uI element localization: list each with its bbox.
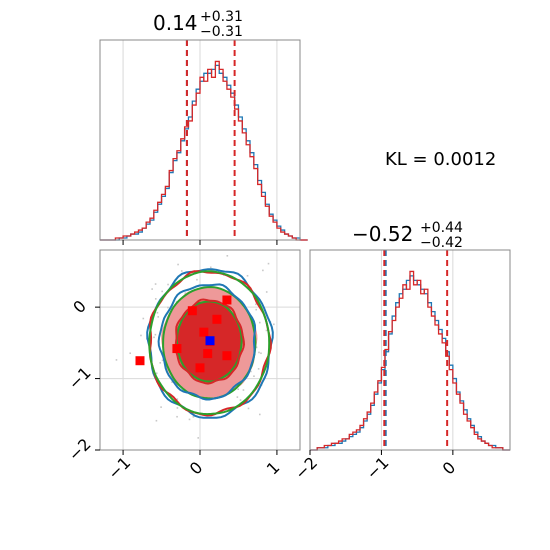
background-sample-point bbox=[154, 333, 157, 336]
x-tick-label: −2 bbox=[291, 453, 321, 483]
background-sample-point bbox=[155, 419, 158, 422]
right-marginal-histogram: −2 −1 0 bbox=[291, 249, 511, 483]
background-sample-point bbox=[142, 317, 145, 320]
background-sample-point bbox=[184, 292, 187, 294]
background-sample-point bbox=[176, 415, 178, 418]
x-tick-label: −1 bbox=[104, 453, 134, 483]
red-histogram-series bbox=[310, 270, 510, 451]
red-contour-line bbox=[174, 298, 246, 385]
background-sample-point bbox=[259, 413, 261, 416]
background-sample-point bbox=[315, 342, 317, 344]
right-title-sup: +0.44 bbox=[420, 220, 463, 236]
blue-histogram-series bbox=[310, 275, 510, 451]
green-contour-line bbox=[148, 270, 271, 416]
kl-label: KL = 0.0012 bbox=[385, 149, 496, 170]
panel-frame bbox=[309, 249, 511, 451]
background-sample-point bbox=[115, 359, 118, 361]
background-sample-point bbox=[151, 288, 153, 290]
background-sample-point bbox=[246, 274, 249, 277]
x-tick-label: 0 bbox=[186, 458, 207, 479]
background-sample-point bbox=[180, 270, 183, 272]
background-sample-point bbox=[157, 316, 160, 318]
background-sample-point bbox=[199, 498, 201, 500]
background-sample-point bbox=[258, 351, 260, 354]
red-sample-marker bbox=[222, 295, 232, 305]
background-sample-point bbox=[154, 283, 157, 285]
background-sample-point bbox=[177, 263, 179, 266]
blue-contour-line bbox=[157, 283, 257, 401]
blue-sample-marker bbox=[205, 336, 215, 346]
background-sample-point bbox=[154, 298, 157, 300]
background-sample-point bbox=[197, 437, 200, 439]
top-title-base: 0.14 bbox=[153, 11, 198, 35]
right-panel-title: −0.52 +0.44 −0.42 bbox=[352, 220, 463, 251]
background-sample-point bbox=[156, 311, 159, 314]
joint-plot-area bbox=[100, 250, 317, 500]
background-sample-point bbox=[265, 329, 268, 332]
red-sample-marker bbox=[187, 306, 197, 316]
background-sample-point bbox=[192, 416, 195, 418]
background-sample-point bbox=[188, 418, 191, 421]
background-sample-point bbox=[171, 381, 173, 383]
joint-contour-plot: −1 0 1 −2 −1 0 bbox=[65, 249, 317, 500]
background-sample-point bbox=[255, 346, 258, 349]
background-sample-point bbox=[209, 266, 212, 269]
top-title-sub: −0.31 bbox=[200, 24, 243, 40]
background-sample-point bbox=[167, 283, 169, 286]
right-title-base: −0.52 bbox=[352, 222, 413, 246]
red-sample-marker bbox=[199, 327, 209, 337]
y-tick-label: −1 bbox=[65, 363, 95, 393]
background-sample-point bbox=[176, 398, 179, 400]
red-sample-marker bbox=[212, 314, 222, 324]
red-sample-marker bbox=[195, 363, 205, 373]
background-sample-point bbox=[153, 336, 155, 339]
y-tick-label: 0 bbox=[69, 296, 90, 317]
background-sample-point bbox=[236, 396, 239, 398]
top-title-sup: +0.31 bbox=[200, 9, 243, 25]
x-tick-label: 1 bbox=[263, 458, 284, 479]
background-sample-point bbox=[159, 362, 162, 364]
right-title-sub: −0.42 bbox=[420, 235, 463, 251]
background-sample-point bbox=[247, 407, 250, 410]
background-sample-point bbox=[260, 352, 262, 355]
background-sample-point bbox=[250, 370, 252, 373]
background-sample-point bbox=[239, 399, 242, 401]
top-marginal-histogram bbox=[99, 39, 308, 245]
red-sample-marker bbox=[203, 349, 213, 359]
background-sample-point bbox=[262, 269, 264, 272]
background-sample-point bbox=[160, 406, 162, 408]
background-sample-point bbox=[196, 278, 198, 281]
background-sample-point bbox=[258, 321, 261, 324]
y-tick-label: −2 bbox=[65, 435, 95, 465]
background-sample-point bbox=[255, 308, 258, 311]
background-sample-point bbox=[161, 359, 164, 362]
background-sample-point bbox=[140, 334, 142, 337]
background-sample-point bbox=[257, 368, 260, 370]
background-sample-point bbox=[267, 262, 270, 265]
background-sample-point bbox=[237, 388, 239, 391]
background-sample-point bbox=[265, 291, 268, 293]
background-sample-point bbox=[167, 306, 169, 309]
red-sample-marker bbox=[135, 356, 145, 366]
background-sample-point bbox=[255, 303, 257, 306]
background-sample-point bbox=[161, 290, 163, 293]
background-sample-point bbox=[176, 407, 179, 409]
background-sample-point bbox=[226, 255, 229, 257]
background-sample-point bbox=[155, 372, 158, 375]
red-histogram-series bbox=[100, 60, 308, 241]
x-tick-label: 0 bbox=[439, 458, 460, 479]
background-sample-point bbox=[273, 323, 275, 326]
background-sample-point bbox=[253, 375, 255, 377]
background-sample-point bbox=[242, 389, 245, 391]
x-tick-label: −1 bbox=[362, 453, 392, 483]
red-sample-marker bbox=[172, 344, 182, 354]
background-sample-point bbox=[129, 352, 132, 355]
top-panel-title: 0.14 +0.31 −0.31 bbox=[153, 9, 243, 40]
red-sample-marker bbox=[222, 351, 232, 361]
